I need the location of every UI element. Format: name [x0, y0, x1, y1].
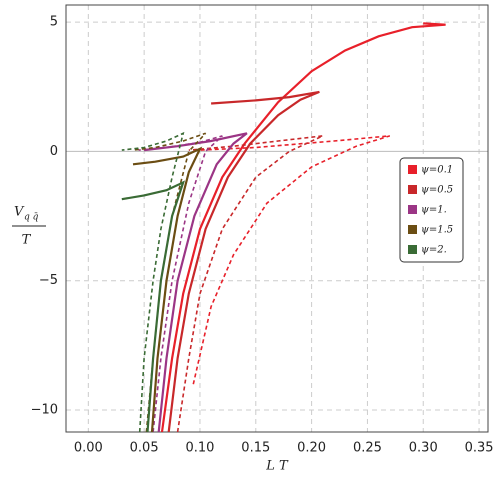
series-line: [167, 90, 320, 432]
series-line: [132, 146, 203, 432]
legend-box: [399, 157, 464, 263]
series-line: [176, 135, 324, 432]
y-tick-label: 0: [50, 144, 58, 159]
legend-label: ψ=2.: [421, 245, 447, 256]
series-line: [121, 180, 186, 432]
plot-frame: [65, 4, 489, 433]
x-tick-label: 0.10: [185, 441, 214, 456]
y-axis-label: V: [14, 205, 25, 220]
y-tick-label: −10: [31, 403, 58, 418]
legend-swatch: [408, 225, 417, 234]
x-tick-label: 0.15: [241, 441, 270, 456]
y-tick-label: −5: [39, 273, 58, 288]
legend-label: ψ=0.5: [421, 185, 453, 196]
series-line: [143, 132, 248, 432]
legend-swatch: [408, 165, 417, 174]
x-axis-label: L T: [265, 459, 289, 474]
legend-label: ψ=1.: [421, 205, 447, 216]
series-line: [138, 135, 223, 432]
series-line: [160, 22, 446, 432]
legend-label: ψ=1.5: [421, 225, 453, 236]
legend-swatch: [408, 245, 417, 254]
y-axis-label: q q̄: [24, 213, 39, 223]
x-tick-label: 0.30: [409, 441, 438, 456]
x-tick-label: 0.35: [465, 441, 494, 456]
legend-swatch: [408, 185, 417, 194]
plot-area: [121, 22, 446, 432]
x-tick-label: 0.00: [74, 441, 103, 456]
x-tick-label: 0.25: [353, 441, 382, 456]
x-tick-label: 0.05: [130, 441, 159, 456]
series-line: [121, 131, 185, 432]
legend-swatch: [408, 205, 417, 214]
x-tick-label: 0.20: [297, 441, 326, 456]
y-axis-label: T: [22, 233, 32, 248]
y-tick-label: 5: [50, 15, 58, 30]
series-line: [192, 135, 391, 385]
legend-label: ψ=0.1: [421, 165, 453, 176]
